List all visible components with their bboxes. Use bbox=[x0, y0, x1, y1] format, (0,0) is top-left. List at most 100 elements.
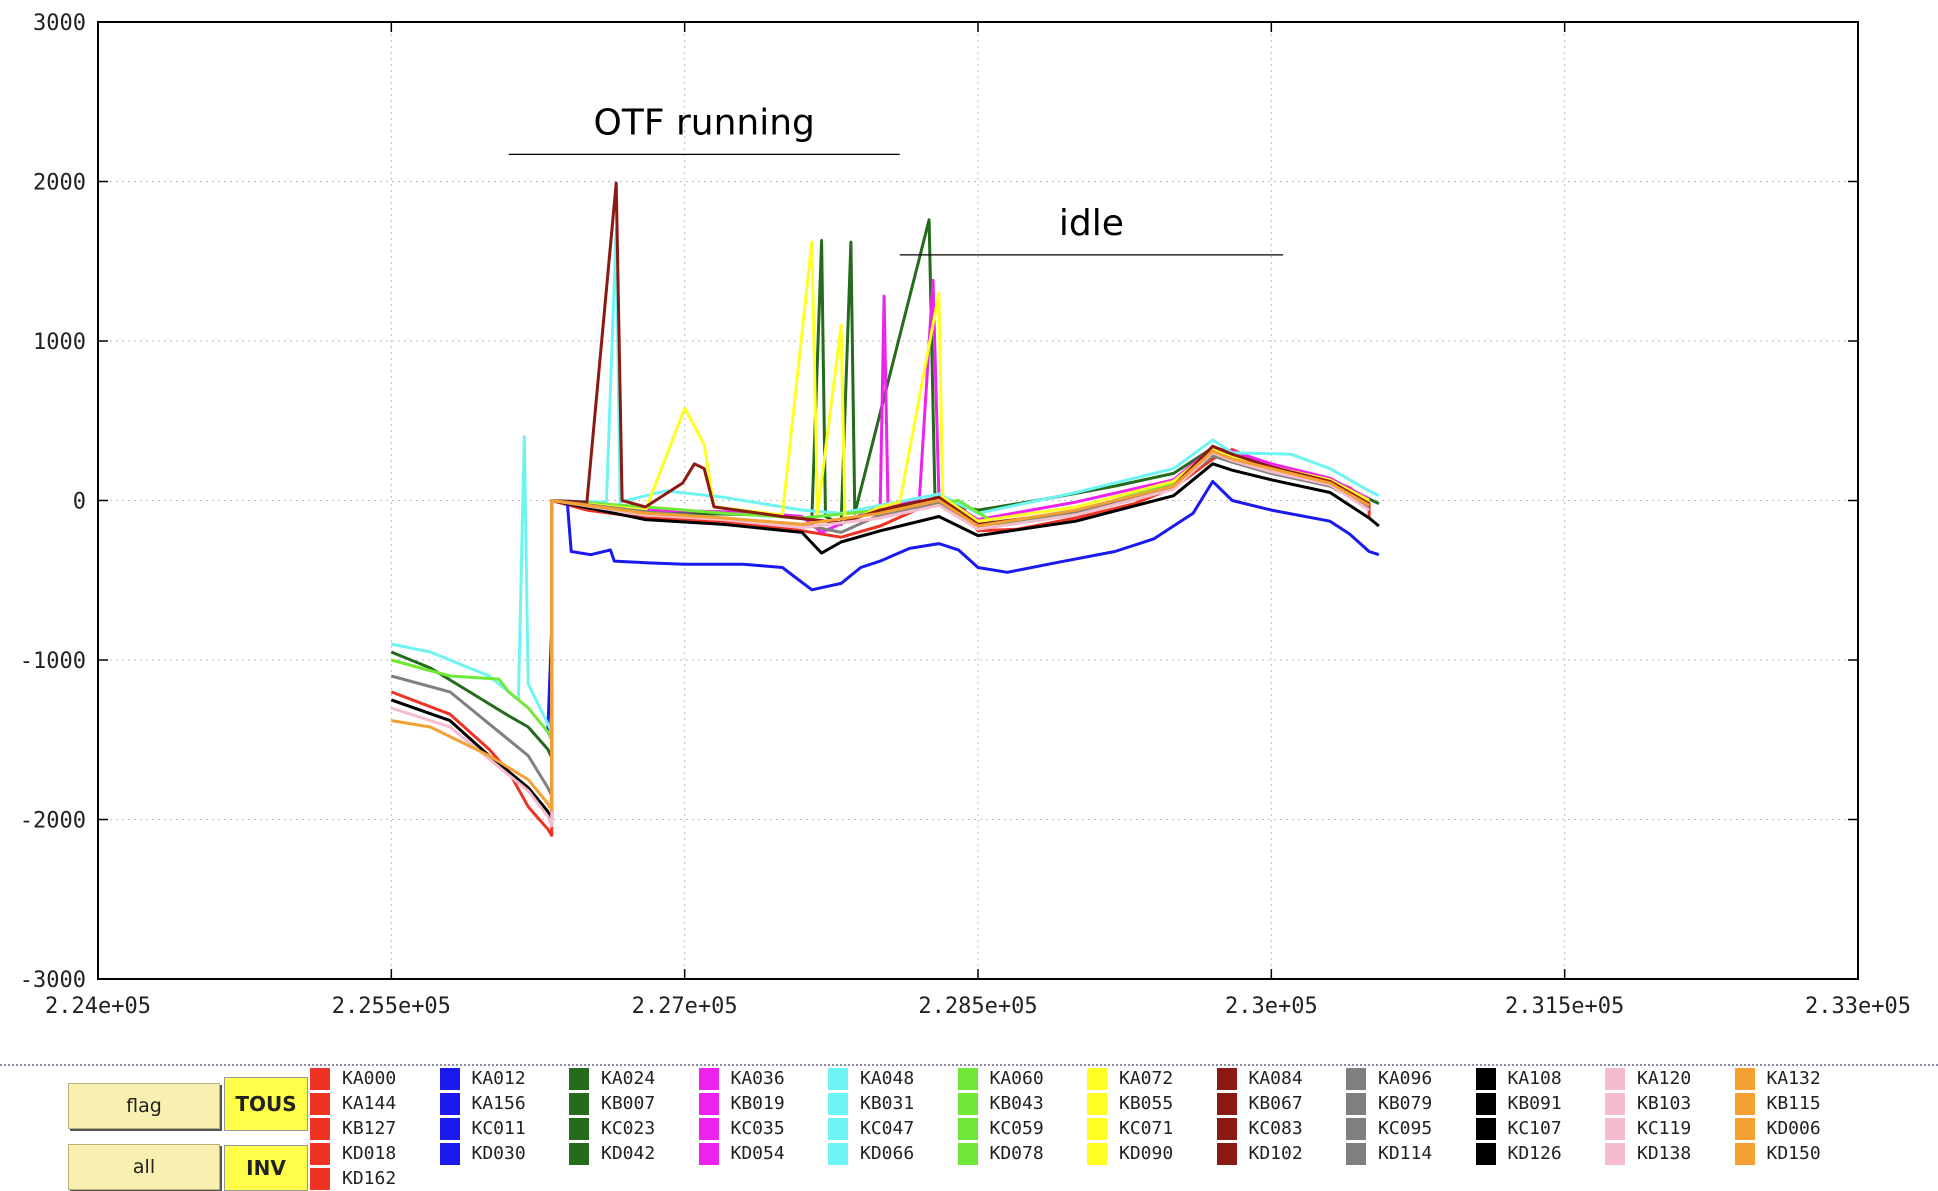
legend-item-kd090[interactable]: KD090 bbox=[1087, 1141, 1173, 1166]
legend-label: KA072 bbox=[1119, 1068, 1174, 1089]
legend-swatch bbox=[1087, 1117, 1107, 1140]
legend-item-kb055[interactable]: KB055 bbox=[1087, 1091, 1173, 1116]
legend-item-kd042[interactable]: KD042 bbox=[569, 1141, 655, 1166]
legend-swatch bbox=[698, 1142, 719, 1165]
legend-item-kb019[interactable]: KB019 bbox=[698, 1091, 785, 1116]
panel-divider bbox=[0, 1064, 1938, 1066]
legend-swatch bbox=[1475, 1067, 1496, 1090]
legend-item-kc011[interactable]: KC011 bbox=[439, 1116, 526, 1141]
legend-item-kd102[interactable]: KD102 bbox=[1216, 1141, 1303, 1166]
legend-item-ka036[interactable]: KA036 bbox=[698, 1066, 785, 1091]
legend-item-ka012[interactable]: KA012 bbox=[439, 1066, 526, 1091]
legend-item-kc059[interactable]: KC059 bbox=[957, 1116, 1044, 1141]
legend-item-kd018[interactable]: KD018 bbox=[310, 1141, 396, 1166]
legend-item-kd126[interactable]: KD126 bbox=[1475, 1141, 1562, 1166]
legend-item-kb115[interactable]: KB115 bbox=[1734, 1091, 1821, 1116]
legend-swatch bbox=[310, 1067, 330, 1090]
plot-area bbox=[97, 21, 1859, 980]
legend-item-kc083[interactable]: KC083 bbox=[1216, 1116, 1303, 1141]
legend-label: KC047 bbox=[860, 1118, 915, 1139]
legend-swatch bbox=[569, 1117, 589, 1140]
legend-item-kb031[interactable]: KB031 bbox=[828, 1091, 914, 1116]
legend-swatch bbox=[569, 1067, 589, 1090]
legend-label: KA060 bbox=[989, 1068, 1044, 1089]
legend-item-ka048[interactable]: KA048 bbox=[828, 1066, 914, 1091]
legend-item-kd054[interactable]: KD054 bbox=[698, 1141, 785, 1166]
x-tick-label: 2.315e+05 bbox=[1505, 994, 1624, 1019]
legend-swatch bbox=[1734, 1092, 1755, 1115]
legend-item-kc095[interactable]: KC095 bbox=[1346, 1116, 1432, 1141]
legend-label: KD018 bbox=[342, 1143, 397, 1164]
legend-item-ka108[interactable]: KA108 bbox=[1475, 1066, 1562, 1091]
legend-item-ka120[interactable]: KA120 bbox=[1605, 1066, 1691, 1091]
legend-item-kd066[interactable]: KD066 bbox=[828, 1141, 914, 1166]
all-button[interactable]: all bbox=[68, 1144, 220, 1190]
legend-item-ka024[interactable]: KA024 bbox=[569, 1066, 655, 1091]
legend-label: KC083 bbox=[1248, 1118, 1303, 1139]
legend-item-kb007[interactable]: KB007 bbox=[569, 1091, 655, 1116]
inv-button[interactable]: INV bbox=[224, 1145, 308, 1191]
legend-item-kc023[interactable]: KC023 bbox=[569, 1116, 655, 1141]
legend-swatch bbox=[569, 1092, 589, 1115]
legend-label: KB007 bbox=[601, 1093, 656, 1114]
legend-swatch bbox=[1087, 1142, 1107, 1165]
legend-label: KA000 bbox=[342, 1068, 397, 1089]
legend-swatch bbox=[1087, 1092, 1107, 1115]
legend-swatch bbox=[310, 1117, 330, 1140]
legend-label: KA132 bbox=[1766, 1068, 1821, 1089]
legend-item-kc107[interactable]: KC107 bbox=[1475, 1116, 1562, 1141]
legend-label: KB115 bbox=[1766, 1093, 1821, 1114]
legend-item-ka132[interactable]: KA132 bbox=[1734, 1066, 1821, 1091]
legend-item-ka144[interactable]: KA144 bbox=[310, 1091, 396, 1116]
legend-label: KB031 bbox=[860, 1093, 915, 1114]
legend-label: KC035 bbox=[730, 1118, 785, 1139]
legend-column: KA048 KB031 KC047 KD066 bbox=[828, 1066, 914, 1166]
legend-item-kb103[interactable]: KB103 bbox=[1605, 1091, 1691, 1116]
legend-label: KA120 bbox=[1637, 1068, 1692, 1089]
legend-item-kd006[interactable]: KD006 bbox=[1734, 1116, 1821, 1141]
legend-item-kd138[interactable]: KD138 bbox=[1605, 1141, 1691, 1166]
legend-item-kc119[interactable]: KC119 bbox=[1605, 1116, 1691, 1141]
series-line-ka108 bbox=[390, 462, 1380, 821]
legend-item-ka060[interactable]: KA060 bbox=[957, 1066, 1044, 1091]
legend-label: KA012 bbox=[471, 1068, 526, 1089]
legend-label: KD030 bbox=[471, 1143, 526, 1164]
legend-item-kd162[interactable]: KD162 bbox=[310, 1166, 396, 1191]
legend-item-kd150[interactable]: KD150 bbox=[1734, 1141, 1821, 1166]
legend-item-kc071[interactable]: KC071 bbox=[1087, 1116, 1173, 1141]
legend-label: KD078 bbox=[989, 1143, 1044, 1164]
legend-swatch bbox=[1475, 1117, 1496, 1140]
legend-item-kc047[interactable]: KC047 bbox=[828, 1116, 914, 1141]
legend-item-ka000[interactable]: KA000 bbox=[310, 1066, 396, 1091]
tous-button[interactable]: TOUS bbox=[224, 1077, 308, 1131]
legend-item-ka096[interactable]: KA096 bbox=[1346, 1066, 1432, 1091]
legend-item-kc035[interactable]: KC035 bbox=[698, 1116, 785, 1141]
legend-swatch bbox=[957, 1092, 978, 1115]
legend-swatch bbox=[1475, 1092, 1496, 1115]
legend-swatch bbox=[1605, 1092, 1625, 1115]
legend-column: KA000 KA144 KB127 KD018 KD162 bbox=[310, 1066, 396, 1191]
legend-item-kb127[interactable]: KB127 bbox=[310, 1116, 396, 1141]
legend-label: KD042 bbox=[601, 1143, 656, 1164]
legend-item-kb067[interactable]: KB067 bbox=[1216, 1091, 1303, 1116]
legend-swatch bbox=[1734, 1142, 1755, 1165]
line-chart: 2.24e+05 2.255e+05 2.27e+05 2.285e+05 2.3e+0… bbox=[20, 11, 1911, 1019]
annotation-text: idle bbox=[1059, 203, 1124, 244]
legend-label: KC119 bbox=[1637, 1118, 1692, 1139]
legend-item-ka084[interactable]: KA084 bbox=[1216, 1066, 1303, 1091]
legend-item-kd078[interactable]: KD078 bbox=[957, 1141, 1044, 1166]
legend-item-ka156[interactable]: KA156 bbox=[439, 1091, 526, 1116]
legend-item-kd114[interactable]: KD114 bbox=[1346, 1141, 1432, 1166]
legend-item-kb079[interactable]: KB079 bbox=[1346, 1091, 1432, 1116]
legend-item-kb043[interactable]: KB043 bbox=[957, 1091, 1044, 1116]
x-tick-label: 2.27e+05 bbox=[632, 994, 738, 1019]
x-tick-label: 2.255e+05 bbox=[332, 994, 451, 1019]
legend-item-ka072[interactable]: KA072 bbox=[1087, 1066, 1173, 1091]
legend-swatch bbox=[439, 1142, 460, 1165]
legend-label: KB067 bbox=[1248, 1093, 1303, 1114]
series-line-ka048 bbox=[391, 227, 1380, 734]
legend-item-kd030[interactable]: KD030 bbox=[439, 1141, 526, 1166]
legend-item-kb091[interactable]: KB091 bbox=[1475, 1091, 1562, 1116]
legend-column: KA120 KB103 KC119 KD138 bbox=[1605, 1066, 1691, 1166]
flag-button[interactable]: flag bbox=[68, 1083, 220, 1129]
